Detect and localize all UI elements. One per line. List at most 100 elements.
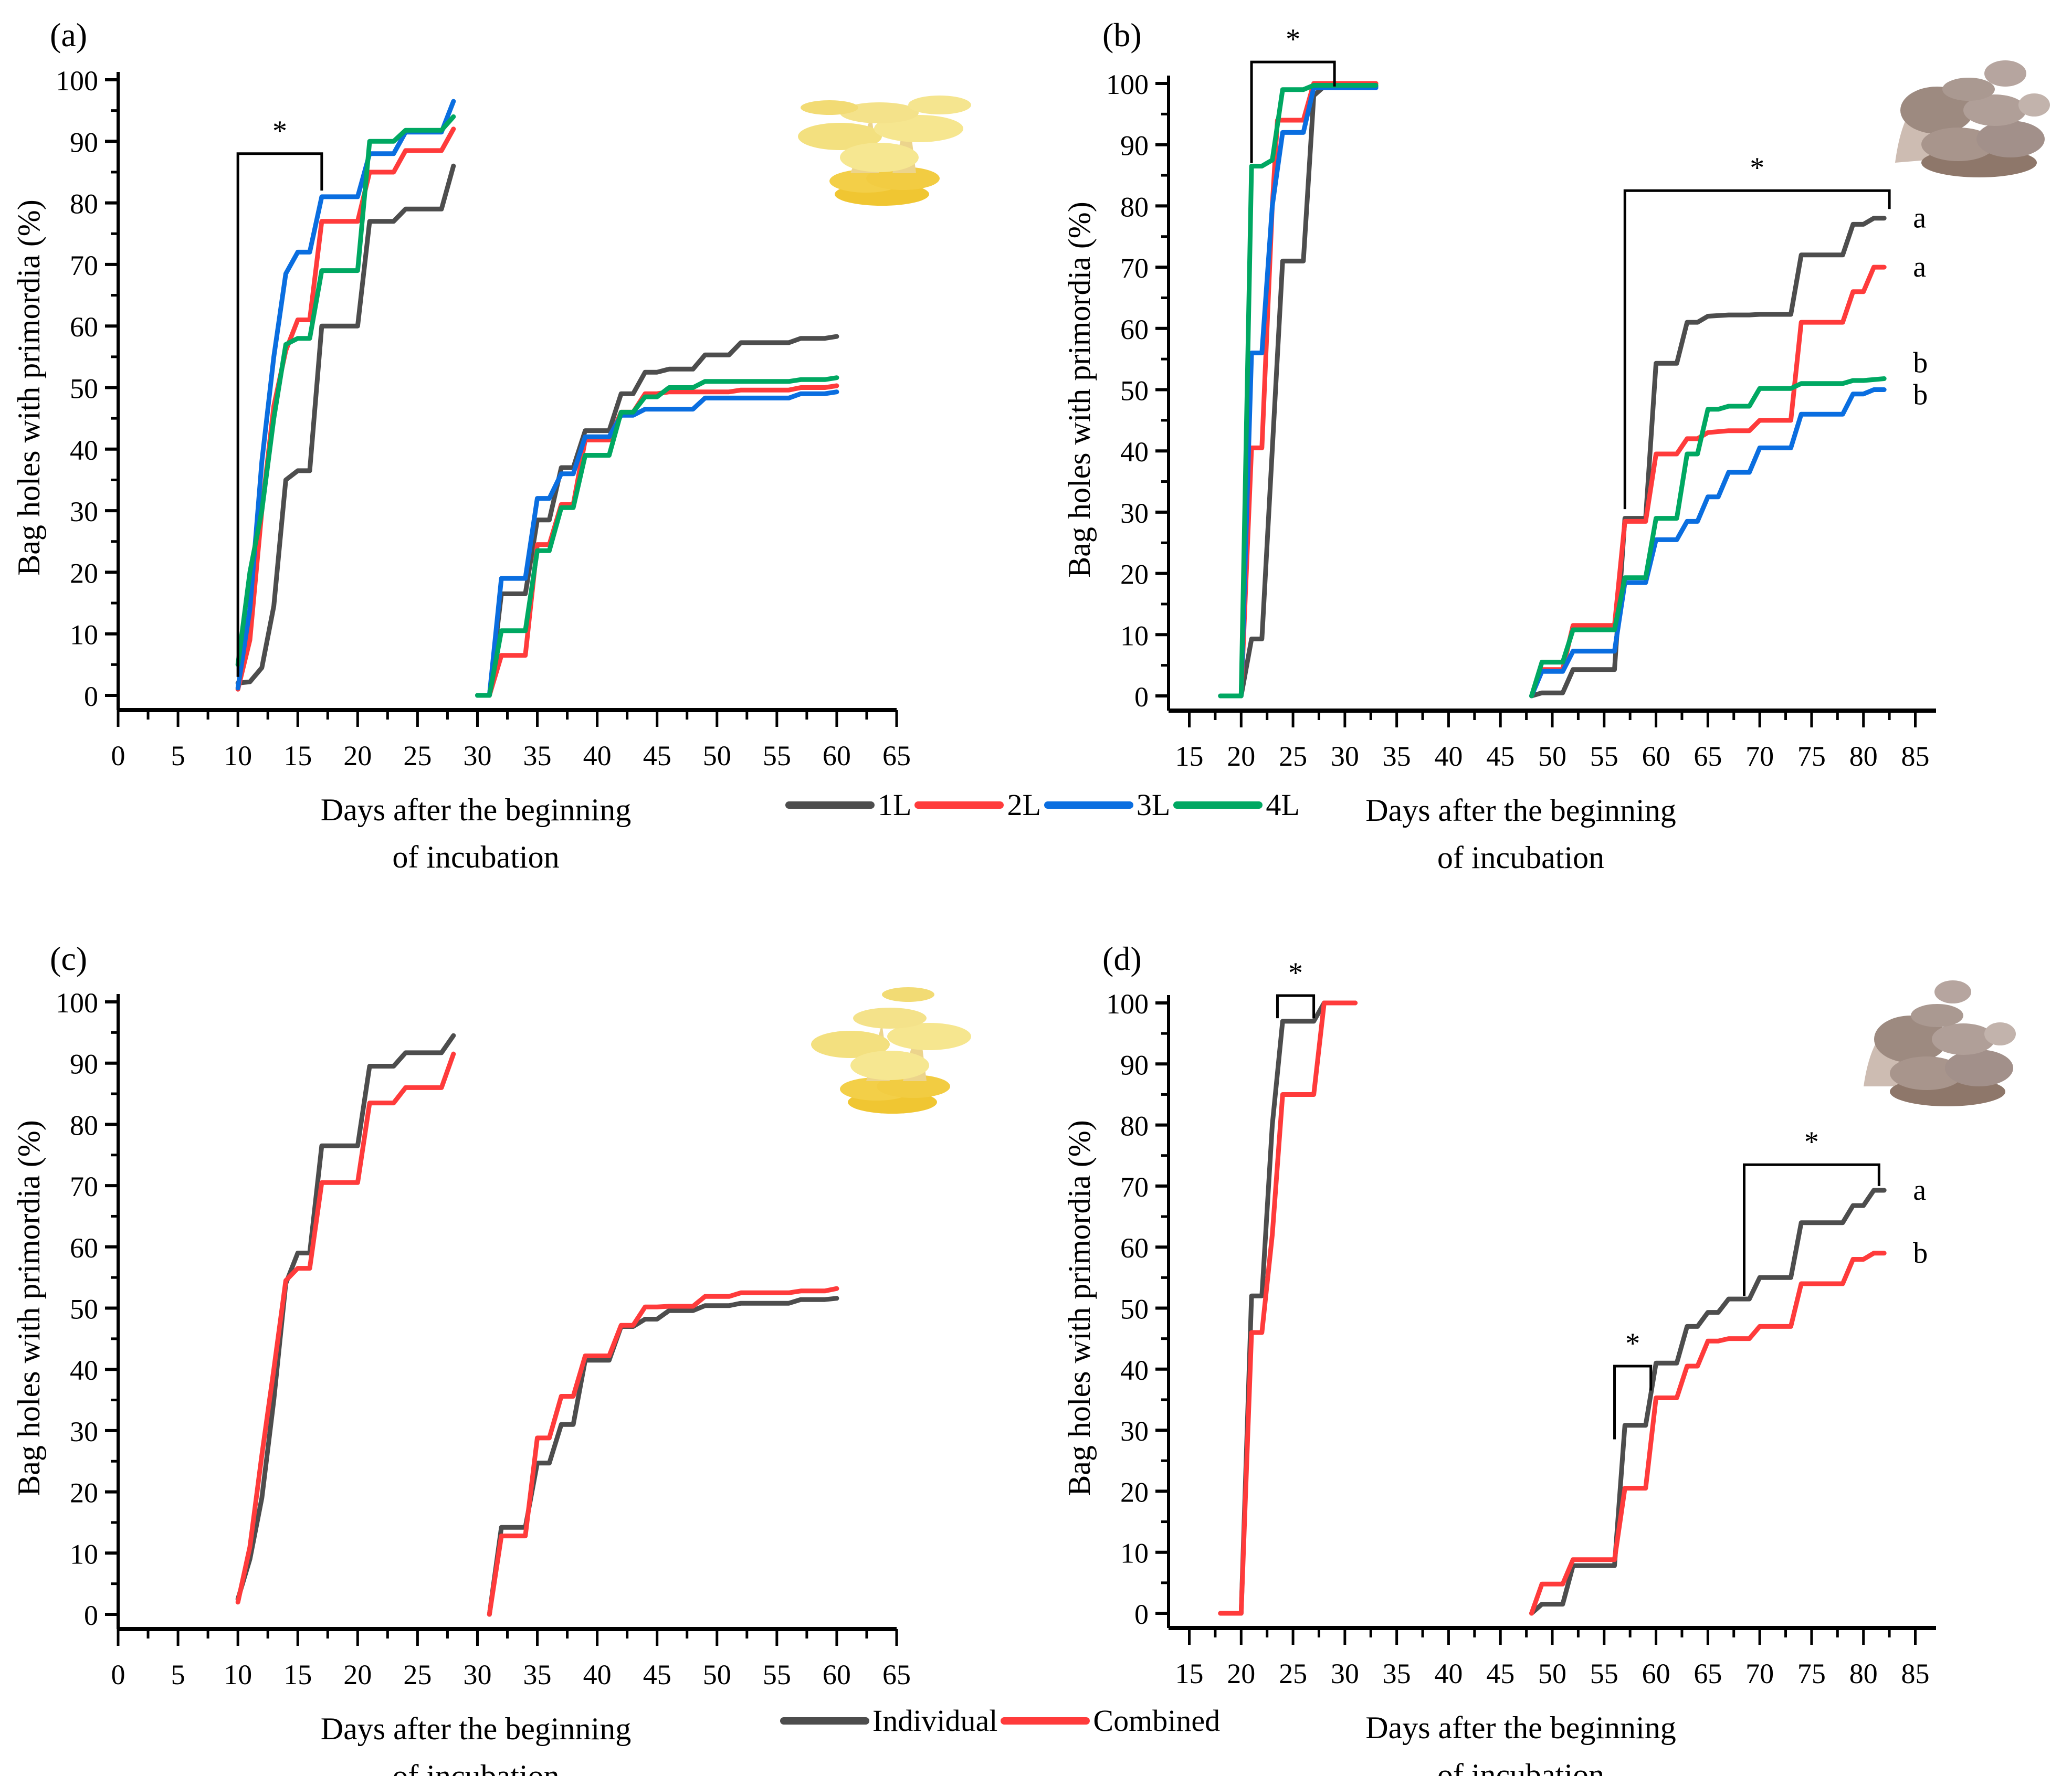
- y-tick-label: 40: [70, 435, 98, 466]
- significance-asterisk: *: [1750, 152, 1764, 184]
- legend-swatch-3l: [1044, 801, 1133, 809]
- x-tick-label: 10: [224, 740, 252, 771]
- x-tick-label: 80: [1849, 741, 1878, 772]
- x-axis-title: of incubation: [392, 840, 559, 874]
- x-tick-label: 55: [1590, 1658, 1618, 1689]
- y-tick-label: 90: [70, 126, 98, 158]
- legend-label: Individual: [872, 1704, 998, 1738]
- x-tick-label: 35: [523, 740, 552, 771]
- y-axis-title: Bag holes with primordia (%): [12, 199, 46, 576]
- series-line-combined: [487, 1286, 839, 1617]
- y-tick-label: 20: [70, 1477, 98, 1509]
- x-tick-label: 15: [283, 1659, 312, 1690]
- x-tick-label: 25: [403, 1659, 432, 1690]
- x-tick-label: 20: [1227, 1658, 1255, 1689]
- x-tick-label: 80: [1849, 1658, 1878, 1689]
- x-axis-title: of incubation: [1437, 1758, 1604, 1776]
- y-tick-label: 0: [84, 1600, 98, 1631]
- x-tick-label: 55: [763, 740, 791, 771]
- panel-label: (a): [50, 16, 88, 54]
- y-tick-label: 30: [1120, 498, 1149, 529]
- x-axis-title: Days after the beginning: [1365, 1710, 1676, 1745]
- grey-mushroom-photo-icon: [1858, 976, 2032, 1113]
- legend-item-combined: Combined: [997, 1703, 1220, 1738]
- chart-c: 0 10 20 30 40 50 60 70 80 90 100 0 5 10 15 20 25 30 35 40 45…: [12, 987, 911, 1776]
- y-tick-label: 90: [1120, 1049, 1149, 1081]
- legend-label: 1L: [878, 788, 912, 822]
- y-tick-label: 100: [56, 65, 98, 97]
- y-tick-label: 90: [70, 1049, 98, 1080]
- y-tick-label: 40: [1120, 1355, 1149, 1386]
- x-tick-label: 20: [343, 740, 372, 771]
- group-letter-2l: a: [1913, 251, 1926, 283]
- series-line-1l: [475, 334, 839, 698]
- y-tick-label: 80: [70, 188, 98, 220]
- x-tick-label: 0: [111, 1659, 125, 1690]
- y-tick-label: 0: [84, 681, 98, 712]
- x-tick-label: 45: [1486, 741, 1514, 772]
- panel-a: (a) 0 10 20 30 40 50 60 70 80 90 100 0 5 10 15 20 25 30 35…: [0, 0, 987, 874]
- legend-item-individual: Individual: [777, 1703, 997, 1738]
- y-tick-label: 10: [70, 619, 98, 651]
- legend-swatch-4l: [1173, 801, 1263, 809]
- group-letter-4l: b: [1913, 346, 1928, 379]
- legend-swatch-2l: [914, 801, 1004, 809]
- series-line-3l: [235, 99, 456, 691]
- legend-label: 3L: [1136, 788, 1171, 822]
- significance-bracket: [1250, 60, 1336, 163]
- y-tick-label: 70: [70, 1171, 98, 1202]
- significance-asterisk: *: [1804, 1126, 1819, 1158]
- x-tick-label: 65: [882, 740, 911, 771]
- x-tick-label: 30: [1331, 741, 1359, 772]
- series-line-4l: [235, 114, 456, 667]
- panel-c: (c) 0 10 20 30 40 50 60 70 80 90 100 0 5 10 15 20 25 30 35…: [0, 924, 987, 1776]
- x-tick-label: 45: [643, 740, 671, 771]
- x-tick-label: 40: [1434, 741, 1463, 772]
- significance-bracket: [1613, 1365, 1653, 1440]
- legend-item-4l: 4L: [1170, 787, 1300, 822]
- group-letter-3l: b: [1913, 379, 1928, 411]
- x-tick-label: 15: [1175, 1658, 1204, 1689]
- x-tick-label: 50: [703, 1659, 731, 1690]
- x-tick-label: 10: [224, 1659, 252, 1690]
- x-axis-title: Days after the beginning: [321, 792, 631, 827]
- significance-bracket: [236, 152, 323, 677]
- x-tick-label: 85: [1901, 741, 1929, 772]
- group-letter-1l: a: [1913, 202, 1926, 235]
- y-tick-label: 20: [1120, 559, 1149, 590]
- y-tick-label: 80: [70, 1109, 98, 1141]
- x-axis-title: of incubation: [1437, 840, 1604, 875]
- y-tick-label: 0: [1134, 681, 1149, 713]
- y-tick-label: 80: [1120, 1111, 1149, 1142]
- x-tick-label: 70: [1745, 1658, 1774, 1689]
- y-tick-label: 50: [1120, 375, 1149, 407]
- y-tick-label: 50: [70, 373, 98, 405]
- x-tick-label: 20: [1227, 741, 1255, 772]
- panel-label: (b): [1102, 16, 1142, 54]
- x-tick-label: 25: [403, 740, 432, 771]
- x-tick-label: 15: [1175, 741, 1204, 772]
- y-axis-title: Bag holes with primordia (%): [1062, 202, 1097, 578]
- x-tick-label: 35: [1383, 741, 1411, 772]
- y-tick-label: 60: [70, 1232, 98, 1264]
- y-tick-label: 70: [70, 250, 98, 281]
- y-tick-label: 70: [1120, 252, 1149, 284]
- legend-item-3l: 3L: [1041, 787, 1170, 822]
- grey-mushroom-photo-icon: [1890, 52, 2058, 184]
- legend-item-2l: 2L: [911, 787, 1041, 822]
- x-tick-label: 75: [1797, 741, 1826, 772]
- x-tick-label: 40: [1434, 1658, 1463, 1689]
- legend-item-1l: 1L: [782, 787, 911, 822]
- legend-concentrations: 1L 2L 3L 4L: [782, 787, 1300, 822]
- x-tick-label: 60: [823, 740, 851, 771]
- series-line-combined: [1218, 1000, 1358, 1616]
- significance-bracket: [1276, 994, 1316, 1019]
- x-tick-label: 30: [463, 1659, 491, 1690]
- x-axis-title: Days after the beginning: [1365, 793, 1676, 828]
- series-line-2l: [235, 126, 456, 692]
- legend-swatch-combined: [1001, 1717, 1090, 1725]
- y-tick-label: 60: [70, 311, 98, 343]
- y-tick-label: 20: [70, 557, 98, 589]
- y-tick-label: 30: [70, 496, 98, 527]
- y-tick-label: 100: [56, 987, 98, 1019]
